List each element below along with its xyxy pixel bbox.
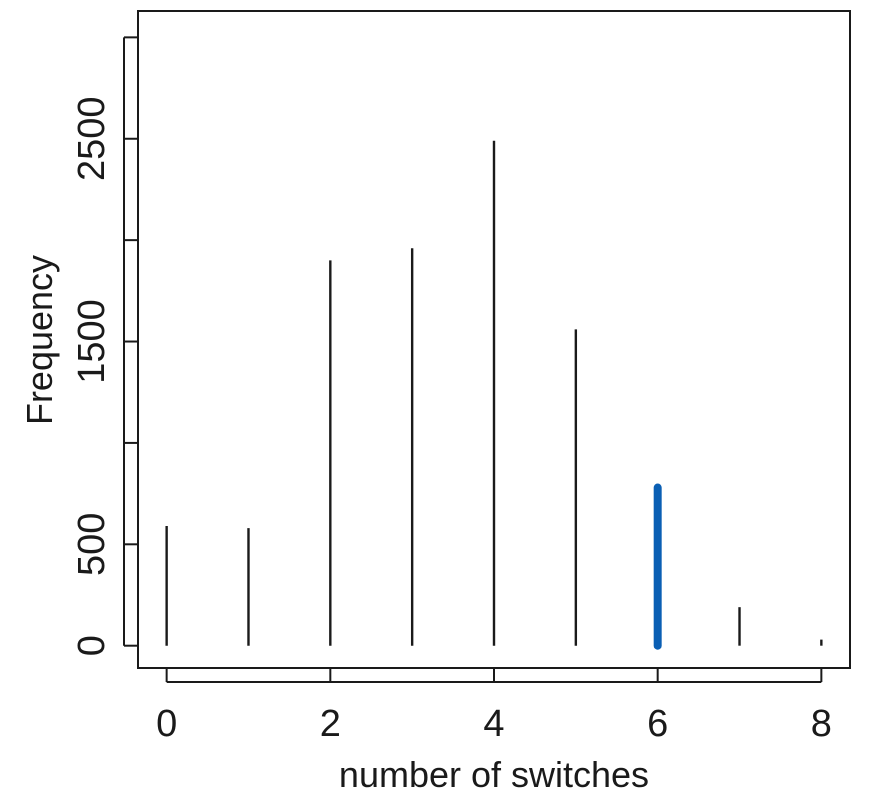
y-tick-label: 500 <box>71 513 113 576</box>
y-axis-title: Frequency <box>19 255 60 425</box>
x-tick-label: 6 <box>647 703 668 745</box>
x-tick-label: 2 <box>320 703 341 745</box>
x-tick-label: 4 <box>483 703 504 745</box>
x-axis: 0 2 4 6 8 <box>156 668 832 745</box>
x-axis-title: number of switches <box>339 754 649 795</box>
x-tick-label: 8 <box>811 703 832 745</box>
y-tick-label: 0 <box>71 635 113 656</box>
y-axis: 0 500 1500 2500 <box>71 36 138 656</box>
x-tick-label: 0 <box>156 703 177 745</box>
y-tick-label: 1500 <box>71 299 113 384</box>
bars <box>165 140 823 650</box>
y-tick-label: 2500 <box>71 96 113 181</box>
